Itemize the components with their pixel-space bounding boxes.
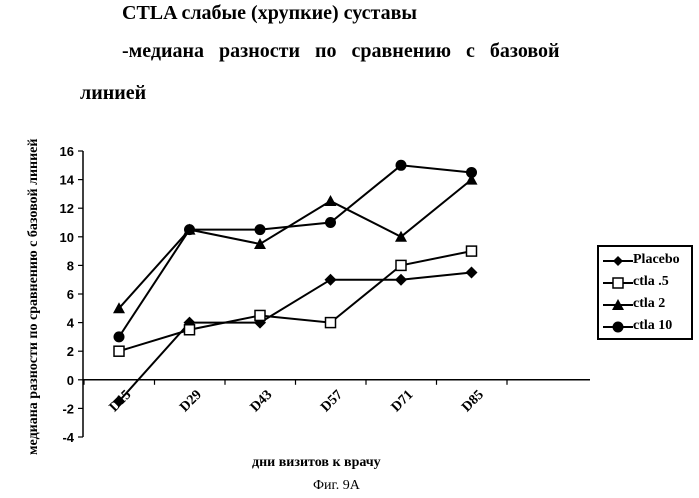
y-tick-label: 0 <box>67 373 74 388</box>
y-tick-label: 10 <box>60 230 74 245</box>
chart-legend: Placebo ctla .5 ctla 2 ctla 10 <box>597 245 693 340</box>
y-tick-label: 4 <box>67 316 75 331</box>
y-tick-label: 12 <box>60 201 74 216</box>
data-point-placebo <box>395 274 407 286</box>
y-tick-label: -4 <box>62 430 74 445</box>
data-point-ctla-10 <box>396 160 407 171</box>
series-line-ctla-2 <box>119 180 472 309</box>
data-point-ctla-10 <box>114 331 125 342</box>
y-axis-label: медиана разности по сравнению с базовой … <box>26 139 42 455</box>
legend-item-ctla-2: ctla 2 <box>599 295 691 315</box>
data-point-ctla-10 <box>255 224 266 235</box>
data-point-ctla-05 <box>185 325 195 335</box>
data-point-ctla-05 <box>255 310 265 320</box>
legend-marker-ctla-2 <box>603 297 633 313</box>
legend-item-ctla-05: ctla .5 <box>599 273 691 293</box>
y-tick-label: 14 <box>60 173 75 188</box>
legend-label-placebo: Placebo <box>633 252 680 268</box>
legend-marker-placebo <box>603 253 633 269</box>
x-tick-label: D57 <box>318 387 346 415</box>
legend-item-placebo: Placebo <box>599 251 691 271</box>
legend-marker-ctla-05 <box>603 275 633 291</box>
data-point-ctla-10 <box>184 224 195 235</box>
data-point-ctla-05 <box>114 346 124 356</box>
legend-label-ctla-10: ctla 10 <box>633 318 672 334</box>
y-tick-label: -2 <box>62 401 74 416</box>
data-point-ctla-05 <box>326 318 336 328</box>
data-point-ctla-10 <box>466 167 477 178</box>
x-axis-label: дни визитов к врачу <box>252 455 381 471</box>
data-point-placebo <box>325 274 337 286</box>
legend-label-ctla-05: ctla .5 <box>633 274 669 290</box>
x-tick-label: D29 <box>177 387 205 415</box>
y-tick-label: 16 <box>60 144 74 159</box>
data-point-ctla-05 <box>396 260 406 270</box>
x-tick-label: D43 <box>248 387 276 415</box>
data-point-ctla-05 <box>467 246 477 256</box>
legend-label-ctla-2: ctla 2 <box>633 296 665 312</box>
y-tick-label: 6 <box>67 287 74 302</box>
data-point-ctla-10 <box>325 217 336 228</box>
legend-item-ctla-10: ctla 10 <box>599 317 691 337</box>
x-tick-label: D71 <box>389 387 417 415</box>
data-point-placebo <box>466 267 478 279</box>
legend-marker-ctla-10 <box>603 319 633 335</box>
y-tick-label: 8 <box>67 258 74 273</box>
y-tick-label: 2 <box>67 344 74 359</box>
data-point-ctla-2 <box>325 195 337 206</box>
series-line-ctla-10 <box>119 165 472 337</box>
figure-caption: Фиг. 9А <box>313 478 360 494</box>
x-tick-label: D85 <box>459 387 487 415</box>
